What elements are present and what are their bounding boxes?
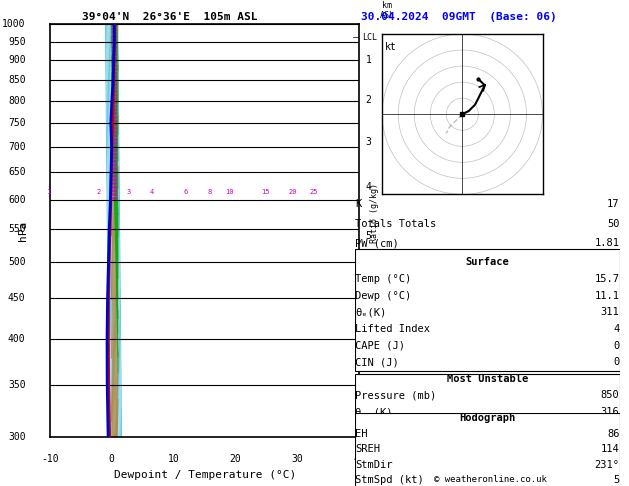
Text: 1000: 1000 xyxy=(2,19,26,29)
Text: kt: kt xyxy=(386,42,397,52)
Text: EH: EH xyxy=(355,429,368,439)
Text: km
ASL: km ASL xyxy=(380,1,395,20)
Text: 850: 850 xyxy=(601,390,620,400)
Text: 311: 311 xyxy=(601,307,620,317)
Text: 10: 10 xyxy=(225,190,233,195)
Text: 0: 0 xyxy=(109,454,114,464)
Text: -10: -10 xyxy=(41,454,58,464)
Text: 1: 1 xyxy=(365,55,372,66)
Text: θₑ(K): θₑ(K) xyxy=(355,307,387,317)
Text: 0: 0 xyxy=(613,440,620,450)
Text: 2: 2 xyxy=(96,190,100,195)
Text: 50: 50 xyxy=(607,219,620,228)
Text: θₑ (K): θₑ (K) xyxy=(355,407,393,417)
Text: SREH: SREH xyxy=(355,444,381,454)
Text: 500: 500 xyxy=(8,257,26,267)
Text: © weatheronline.co.uk: © weatheronline.co.uk xyxy=(434,474,547,484)
Bar xyxy=(355,249,620,371)
Text: 20: 20 xyxy=(230,454,242,464)
Text: 950: 950 xyxy=(8,37,26,47)
Text: 700: 700 xyxy=(8,142,26,152)
Text: 15: 15 xyxy=(262,190,270,195)
Text: 8: 8 xyxy=(365,404,372,414)
Text: 0: 0 xyxy=(613,457,620,467)
Text: Most Unstable: Most Unstable xyxy=(447,374,528,384)
Text: StmSpd (kt): StmSpd (kt) xyxy=(355,475,424,486)
Text: 2: 2 xyxy=(365,95,372,105)
Text: 4: 4 xyxy=(365,182,372,192)
Text: 6: 6 xyxy=(365,283,372,293)
Text: Lifted Index: Lifted Index xyxy=(355,324,430,334)
Text: 400: 400 xyxy=(8,334,26,344)
Text: hPa: hPa xyxy=(18,221,28,241)
Text: 30: 30 xyxy=(292,454,303,464)
Text: 11.1: 11.1 xyxy=(594,291,620,301)
Text: 1: 1 xyxy=(613,424,620,434)
Text: 114: 114 xyxy=(601,444,620,454)
Text: Lifted Index: Lifted Index xyxy=(355,424,430,434)
Text: 7: 7 xyxy=(365,340,372,350)
Text: Hodograph: Hodograph xyxy=(459,413,516,423)
Text: 0: 0 xyxy=(613,357,620,367)
Text: 86: 86 xyxy=(607,429,620,439)
Text: 800: 800 xyxy=(8,96,26,106)
Text: 15.7: 15.7 xyxy=(594,274,620,284)
Text: 5: 5 xyxy=(613,475,620,486)
Text: LCL: LCL xyxy=(362,33,377,42)
Text: 316: 316 xyxy=(601,407,620,417)
Text: Temp (°C): Temp (°C) xyxy=(355,274,411,284)
Text: 17: 17 xyxy=(607,199,620,209)
Text: CAPE (J): CAPE (J) xyxy=(355,341,405,350)
Text: PW (cm): PW (cm) xyxy=(355,238,399,248)
Text: 3: 3 xyxy=(127,190,131,195)
Text: CIN (J): CIN (J) xyxy=(355,457,399,467)
Text: 5: 5 xyxy=(365,231,372,241)
Text: 39°04'N  26°36'E  105m ASL: 39°04'N 26°36'E 105m ASL xyxy=(82,12,258,22)
Text: 850: 850 xyxy=(8,75,26,85)
Text: 20: 20 xyxy=(288,190,297,195)
Text: 650: 650 xyxy=(8,167,26,177)
Text: 750: 750 xyxy=(8,118,26,128)
Text: Dewpoint / Temperature (°C): Dewpoint / Temperature (°C) xyxy=(114,470,296,481)
Text: StmDir: StmDir xyxy=(355,460,393,470)
Text: 4: 4 xyxy=(150,190,154,195)
Text: Pressure (mb): Pressure (mb) xyxy=(355,390,437,400)
Text: 30.04.2024  09GMT  (Base: 06): 30.04.2024 09GMT (Base: 06) xyxy=(361,12,557,22)
Text: 600: 600 xyxy=(8,194,26,205)
Text: Dewp (°C): Dewp (°C) xyxy=(355,291,411,301)
Text: Mixing Ratio (g/kg): Mixing Ratio (g/kg) xyxy=(370,183,379,278)
Text: K: K xyxy=(355,199,362,209)
Text: CIN (J): CIN (J) xyxy=(355,357,399,367)
Bar xyxy=(355,374,620,476)
Text: 3: 3 xyxy=(365,137,372,147)
Text: 450: 450 xyxy=(8,293,26,303)
Text: 25: 25 xyxy=(309,190,318,195)
Text: 8: 8 xyxy=(208,190,212,195)
Text: 231°: 231° xyxy=(594,460,620,470)
Text: 0: 0 xyxy=(613,341,620,350)
Text: Surface: Surface xyxy=(465,258,509,267)
Text: 350: 350 xyxy=(8,380,26,389)
Text: 6: 6 xyxy=(183,190,187,195)
Text: 4: 4 xyxy=(613,324,620,334)
Text: 300: 300 xyxy=(8,433,26,442)
Text: 1: 1 xyxy=(46,190,50,195)
Text: 550: 550 xyxy=(8,225,26,234)
Text: 1.81: 1.81 xyxy=(594,238,620,248)
Text: 900: 900 xyxy=(8,55,26,66)
Text: 10: 10 xyxy=(168,454,179,464)
Text: 40: 40 xyxy=(353,454,365,464)
Text: Totals Totals: Totals Totals xyxy=(355,219,437,228)
Text: CAPE (J): CAPE (J) xyxy=(355,440,405,450)
